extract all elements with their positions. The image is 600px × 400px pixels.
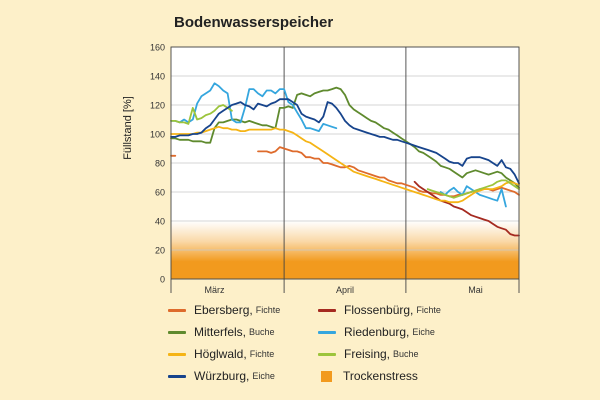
series-line-w-rzburg bbox=[170, 98, 520, 185]
series-line-mitterfels bbox=[170, 86, 520, 189]
y-tick-label: 40 bbox=[155, 217, 165, 227]
legend-swatch-line bbox=[168, 330, 186, 334]
legend-swatch-line bbox=[318, 330, 336, 334]
legend: Ebersberg, Fichte Flossenbürg, Fichte Mitter… bbox=[168, 302, 468, 384]
legend-species: Buche bbox=[393, 349, 419, 359]
y-tick-label: 120 bbox=[150, 101, 165, 111]
axes: 0 20 40 60 80 100 120 140 160 März April Mai bbox=[150, 43, 520, 295]
legend-swatch-line bbox=[168, 374, 186, 378]
series-line-h-glwald bbox=[170, 125, 520, 204]
legend-label: Mitterfels, bbox=[194, 325, 247, 339]
y-tick-label: 80 bbox=[155, 159, 165, 169]
legend-item: Trockenstress bbox=[318, 368, 468, 384]
legend-label: Höglwald, bbox=[194, 347, 247, 361]
x-tick-label: April bbox=[336, 285, 354, 295]
y-tick-label: 100 bbox=[150, 130, 165, 140]
legend-swatch-line bbox=[168, 308, 186, 312]
series-line-flossenb-rg bbox=[413, 180, 520, 237]
y-axis-label: Füllstand [%] bbox=[122, 96, 134, 160]
legend-species: Fichte bbox=[255, 305, 281, 315]
legend-swatch-line bbox=[168, 352, 186, 356]
series-lines bbox=[170, 82, 520, 237]
legend-label: Ebersberg, bbox=[194, 303, 253, 317]
series-line-freising bbox=[170, 104, 520, 199]
legend-item: Flossenbürg, Fichte bbox=[318, 302, 468, 318]
legend-swatch-box bbox=[321, 370, 332, 382]
y-tick-label: 160 bbox=[150, 43, 165, 53]
chart-title: Bodenwasserspeicher bbox=[174, 14, 334, 31]
legend-label: Flossenbürg, bbox=[344, 303, 414, 317]
y-tick-label: 60 bbox=[155, 188, 165, 198]
legend-species: Buche bbox=[249, 327, 275, 337]
legend-swatch-line bbox=[318, 352, 336, 356]
legend-item: Mitterfels, Buche bbox=[168, 324, 318, 340]
x-tick-label: Mai bbox=[468, 285, 483, 295]
legend-item: Würzburg, Eiche bbox=[168, 368, 318, 384]
y-tick-label: 140 bbox=[150, 72, 165, 82]
legend-species: Eiche bbox=[412, 327, 435, 337]
legend-item: Höglwald, Fichte bbox=[168, 346, 318, 362]
y-tick-label: 20 bbox=[155, 246, 165, 256]
x-tick-label: März bbox=[205, 285, 225, 295]
plot-frame bbox=[170, 46, 520, 280]
legend-item: Ebersberg, Fichte bbox=[168, 302, 318, 318]
legend-label: Freising, bbox=[344, 347, 391, 361]
legend-item: Riedenburg, Eiche bbox=[318, 324, 468, 340]
legend-label: Würzburg, bbox=[194, 369, 250, 383]
legend-item: Freising, Buche bbox=[318, 346, 468, 362]
legend-label: Riedenburg, bbox=[344, 325, 410, 339]
legend-label: Trockenstress bbox=[343, 369, 418, 383]
legend-species: Fichte bbox=[416, 305, 441, 315]
y-tick-label: 0 bbox=[160, 275, 165, 285]
legend-species: Fichte bbox=[249, 349, 275, 359]
legend-swatch-line bbox=[318, 308, 336, 312]
legend-species: Eiche bbox=[252, 371, 275, 381]
